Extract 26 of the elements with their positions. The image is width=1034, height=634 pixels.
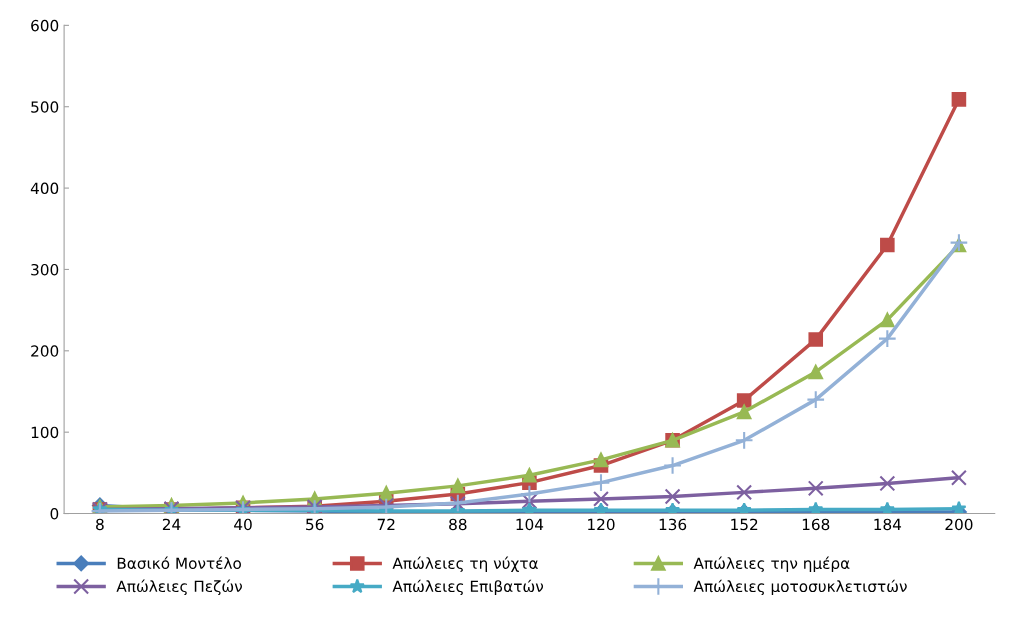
legend-label: Απώλειες τη νύχτα [392,556,538,573]
legend-label: Απώλειες Επιβατών [392,579,544,596]
x-tick-label: 72 [377,518,395,531]
x-tick-label: 8 [96,518,104,531]
x-tick-label: 168 [802,518,830,531]
x-tick-label: 40 [234,518,252,531]
y-tick-label: 500 [31,101,59,113]
legend-label: Απώλειες Πεζών [116,579,242,596]
legend-label: Απώλειες μοτοσυκλετιστών [693,579,907,596]
x-tick-label: 184 [874,518,902,531]
x-tick-label: 200 [945,518,973,531]
x-tick-label: 120 [588,518,615,531]
y-tick-label: 100 [31,426,59,439]
x-tick-label: 88 [449,518,467,531]
legend-label: Απώλειες την ημέρα [693,556,850,573]
x-tick-label: 136 [659,518,687,531]
x-tick-label: 152 [731,518,758,531]
y-tick-label: 200 [31,345,59,357]
y-tick-label: 300 [31,263,59,276]
y-tick-label: 600 [31,19,59,32]
x-tick-label: 24 [162,518,181,531]
legend-label: Βασικό Μοντέλο [117,556,241,570]
y-tick-label: 400 [30,182,59,195]
x-tick-label: 56 [306,518,324,531]
y-tick-label: 0 [50,508,59,520]
x-tick-label: 104 [516,518,544,531]
